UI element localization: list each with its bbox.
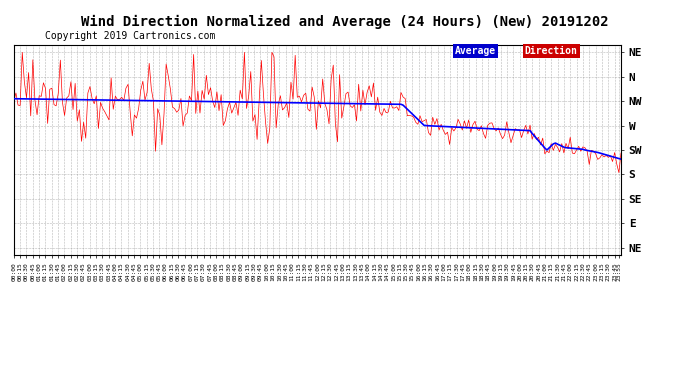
Text: Copyright 2019 Cartronics.com: Copyright 2019 Cartronics.com [45,32,215,41]
Text: Average: Average [455,46,496,56]
Text: Wind Direction Normalized and Average (24 Hours) (New) 20191202: Wind Direction Normalized and Average (2… [81,15,609,29]
Text: Direction: Direction [524,46,578,56]
